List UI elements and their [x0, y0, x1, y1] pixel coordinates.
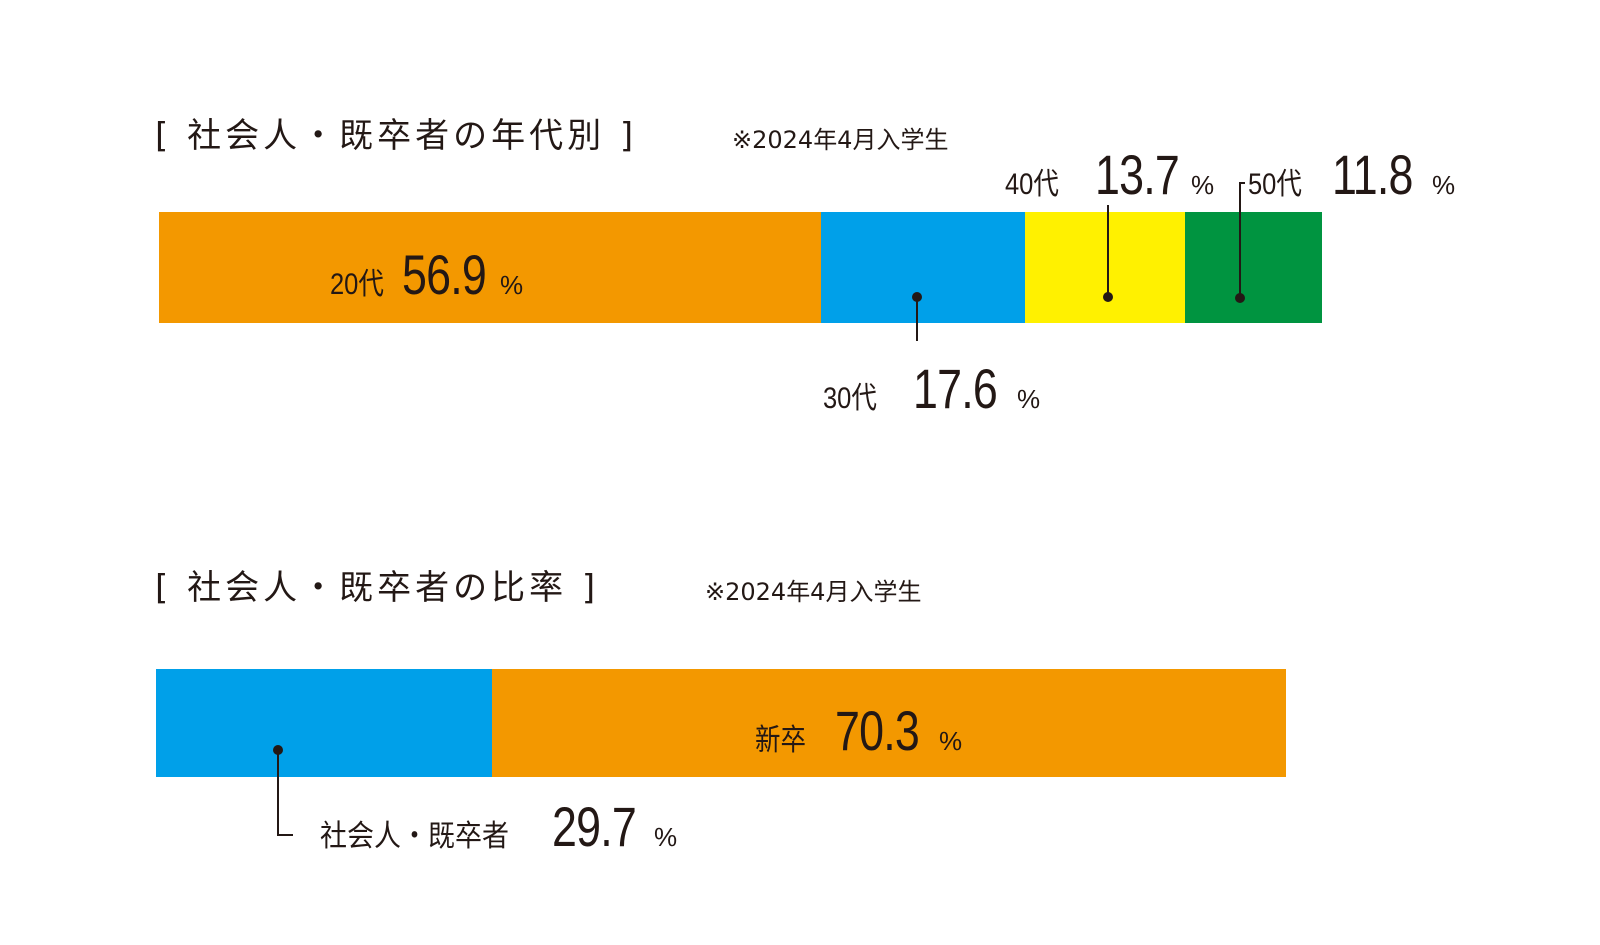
category-label: 社会人・既卒者 — [320, 820, 509, 853]
label-50s: 50代 11.8 % — [1248, 142, 1455, 207]
segment-new-graduates — [491, 669, 1286, 777]
label-working-adults: 社会人・既卒者 29.7 % — [320, 794, 677, 859]
value-label: 29.7 — [552, 795, 637, 858]
category-label: 30代 — [823, 382, 877, 415]
label-40s: 40代 13.7 % — [1005, 142, 1214, 207]
segment-30s — [820, 212, 1026, 323]
leader-line-working-adults-foot — [277, 834, 293, 836]
chart1-note: ※2024年4月入学生 — [732, 126, 949, 154]
leader-line-50s-tick — [1239, 182, 1245, 184]
leader-line-30s — [916, 297, 918, 341]
segment-working-adults — [156, 669, 492, 777]
leader-line-working-adults — [277, 750, 279, 836]
chart1-title: [ 社会人・既卒者の年代別 ] — [155, 116, 638, 156]
value-label: 13.7 — [1095, 143, 1180, 206]
unit-label: % — [500, 270, 524, 300]
leader-dot-50s — [1235, 293, 1245, 303]
category-label: 新卒 — [755, 724, 806, 757]
unit-label: % — [939, 726, 963, 756]
category-label: 50代 — [1248, 168, 1302, 201]
value-label: 11.8 — [1332, 143, 1413, 206]
leader-line-50s — [1239, 182, 1241, 297]
segment-50s — [1184, 212, 1322, 323]
unit-label: % — [1191, 170, 1215, 200]
chart2-note: ※2024年4月入学生 — [705, 578, 922, 606]
label-20s: 20代 56.9 % — [330, 242, 523, 307]
leader-dot-40s — [1103, 292, 1113, 302]
segment-20s — [159, 212, 821, 323]
leader-line-40s — [1107, 205, 1109, 297]
value-label: 17.6 — [913, 357, 998, 420]
category-label: 20代 — [330, 268, 384, 301]
segment-40s — [1025, 212, 1185, 323]
chart2-bar — [156, 669, 1286, 777]
value-label: 56.9 — [402, 243, 487, 306]
unit-label: % — [1017, 384, 1041, 414]
value-label: 70.3 — [835, 699, 920, 762]
chart1-bar — [159, 212, 1322, 323]
unit-label: % — [654, 822, 678, 852]
label-new-graduates: 新卒 70.3 % — [755, 698, 962, 763]
unit-label: % — [1432, 170, 1456, 200]
chart2-title: [ 社会人・既卒者の比率 ] — [155, 568, 600, 608]
label-30s: 30代 17.6 % — [823, 356, 1040, 421]
category-label: 40代 — [1005, 168, 1059, 201]
